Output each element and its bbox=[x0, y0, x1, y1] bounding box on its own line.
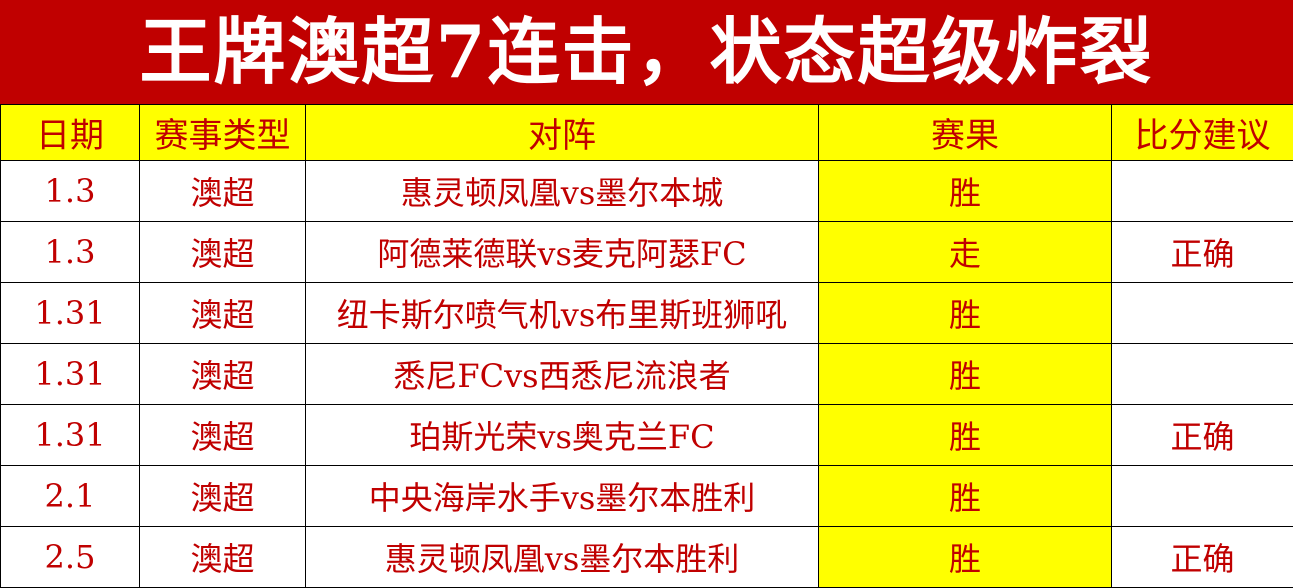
match-cell: 阿德莱德联vs麦克阿瑟FC bbox=[305, 221, 819, 283]
table-row: 1.31 澳超 纽卡斯尔喷气机vs布里斯班狮吼胜 bbox=[0, 282, 1293, 344]
header-match: 对阵 bbox=[305, 104, 819, 161]
result-cell: 胜 bbox=[818, 526, 1112, 588]
header-date: 日期 bbox=[0, 104, 140, 161]
table-row: 1.31 澳超 悉尼FCvs西悉尼流浪者胜 bbox=[0, 343, 1293, 405]
match-cell: 惠灵顿凤凰vs墨尔本胜利 bbox=[305, 526, 819, 588]
header-row: 日期 赛事类型 对阵 赛果 比分建议 bbox=[0, 104, 1293, 161]
date-cell: 1.3 bbox=[0, 160, 140, 222]
date-cell: 1.31 bbox=[0, 404, 140, 466]
score-cell bbox=[1111, 160, 1293, 222]
date-cell: 2.1 bbox=[0, 465, 140, 527]
score-cell: 正确 bbox=[1111, 404, 1293, 466]
match-cell: 珀斯光荣vs奥克兰FC bbox=[305, 404, 819, 466]
score-cell: 正确 bbox=[1111, 526, 1293, 588]
type-cell: 澳超 bbox=[139, 282, 306, 344]
results-table: 日期 赛事类型 对阵 赛果 比分建议 1.3 澳超 惠灵顿凤凰vs墨尔本城胜 1.3 澳… bbox=[0, 104, 1293, 588]
type-cell: 澳超 bbox=[139, 526, 306, 588]
result-cell: 胜 bbox=[818, 343, 1112, 405]
score-cell bbox=[1111, 282, 1293, 344]
match-cell: 惠灵顿凤凰vs墨尔本城 bbox=[305, 160, 819, 222]
page-title: 王牌澳超7连击，状态超级炸裂 bbox=[0, 0, 1293, 104]
type-cell: 澳超 bbox=[139, 404, 306, 466]
result-cell: 胜 bbox=[818, 465, 1112, 527]
result-cell: 胜 bbox=[818, 404, 1112, 466]
table-row: 2.5 澳超 惠灵顿凤凰vs墨尔本胜利胜正确 bbox=[0, 526, 1293, 588]
result-cell: 胜 bbox=[818, 282, 1112, 344]
match-cell: 悉尼FCvs西悉尼流浪者 bbox=[305, 343, 819, 405]
type-cell: 澳超 bbox=[139, 343, 306, 405]
date-cell: 2.5 bbox=[0, 526, 140, 588]
table-row: 1.3 澳超 阿德莱德联vs麦克阿瑟FC 走正确 bbox=[0, 221, 1293, 283]
header-type: 赛事类型 bbox=[139, 104, 306, 161]
result-cell: 胜 bbox=[818, 160, 1112, 222]
header-result: 赛果 bbox=[818, 104, 1112, 161]
table-row: 1.3 澳超 惠灵顿凤凰vs墨尔本城胜 bbox=[0, 160, 1293, 222]
date-cell: 1.31 bbox=[0, 282, 140, 344]
table-row: 1.31 澳超 珀斯光荣vs奥克兰FC 胜正确 bbox=[0, 404, 1293, 466]
score-cell bbox=[1111, 343, 1293, 405]
match-cell: 中央海岸水手vs墨尔本胜利 bbox=[305, 465, 819, 527]
match-cell: 纽卡斯尔喷气机vs布里斯班狮吼 bbox=[305, 282, 819, 344]
date-cell: 1.31 bbox=[0, 343, 140, 405]
type-cell: 澳超 bbox=[139, 221, 306, 283]
score-cell bbox=[1111, 465, 1293, 527]
score-cell: 正确 bbox=[1111, 221, 1293, 283]
header-score: 比分建议 bbox=[1111, 104, 1293, 161]
type-cell: 澳超 bbox=[139, 160, 306, 222]
type-cell: 澳超 bbox=[139, 465, 306, 527]
date-cell: 1.3 bbox=[0, 221, 140, 283]
result-cell: 走 bbox=[818, 221, 1112, 283]
table-row: 2.1 澳超 中央海岸水手vs墨尔本胜利胜 bbox=[0, 465, 1293, 527]
